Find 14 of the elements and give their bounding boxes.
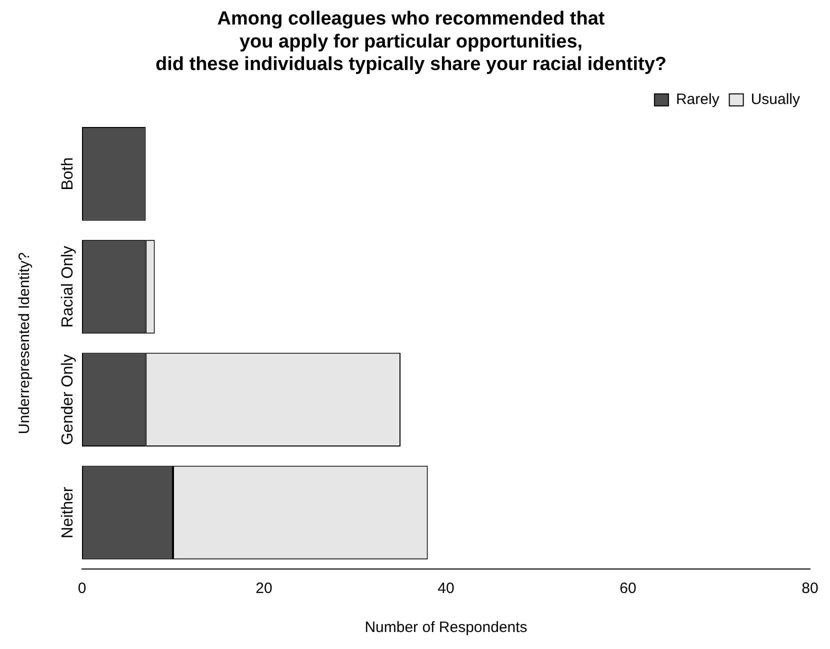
legend-label: Usually xyxy=(750,91,800,108)
y-tick-label: Gender Only xyxy=(59,354,76,446)
x-tick-label: 20 xyxy=(256,580,272,598)
x-tick-label: 40 xyxy=(438,580,454,598)
y-tick-label: Neither xyxy=(59,486,76,538)
x-tick-label: 80 xyxy=(802,580,818,598)
x-axis-title: Number of Respondents xyxy=(364,619,528,636)
y-tick-label: Racial Only xyxy=(59,246,76,328)
y-axis-title: Underrepresented Identity? xyxy=(16,252,34,434)
x-tick-label: 0 xyxy=(78,580,86,598)
x-tick-label: 60 xyxy=(620,580,636,598)
chart-title: Among colleagues who recommended that you apply for particular opportunities, did these individuals typically share your racial identity? xyxy=(155,8,667,76)
legend-label: Rarely xyxy=(676,91,720,108)
y-tick-label: Both xyxy=(59,157,76,190)
